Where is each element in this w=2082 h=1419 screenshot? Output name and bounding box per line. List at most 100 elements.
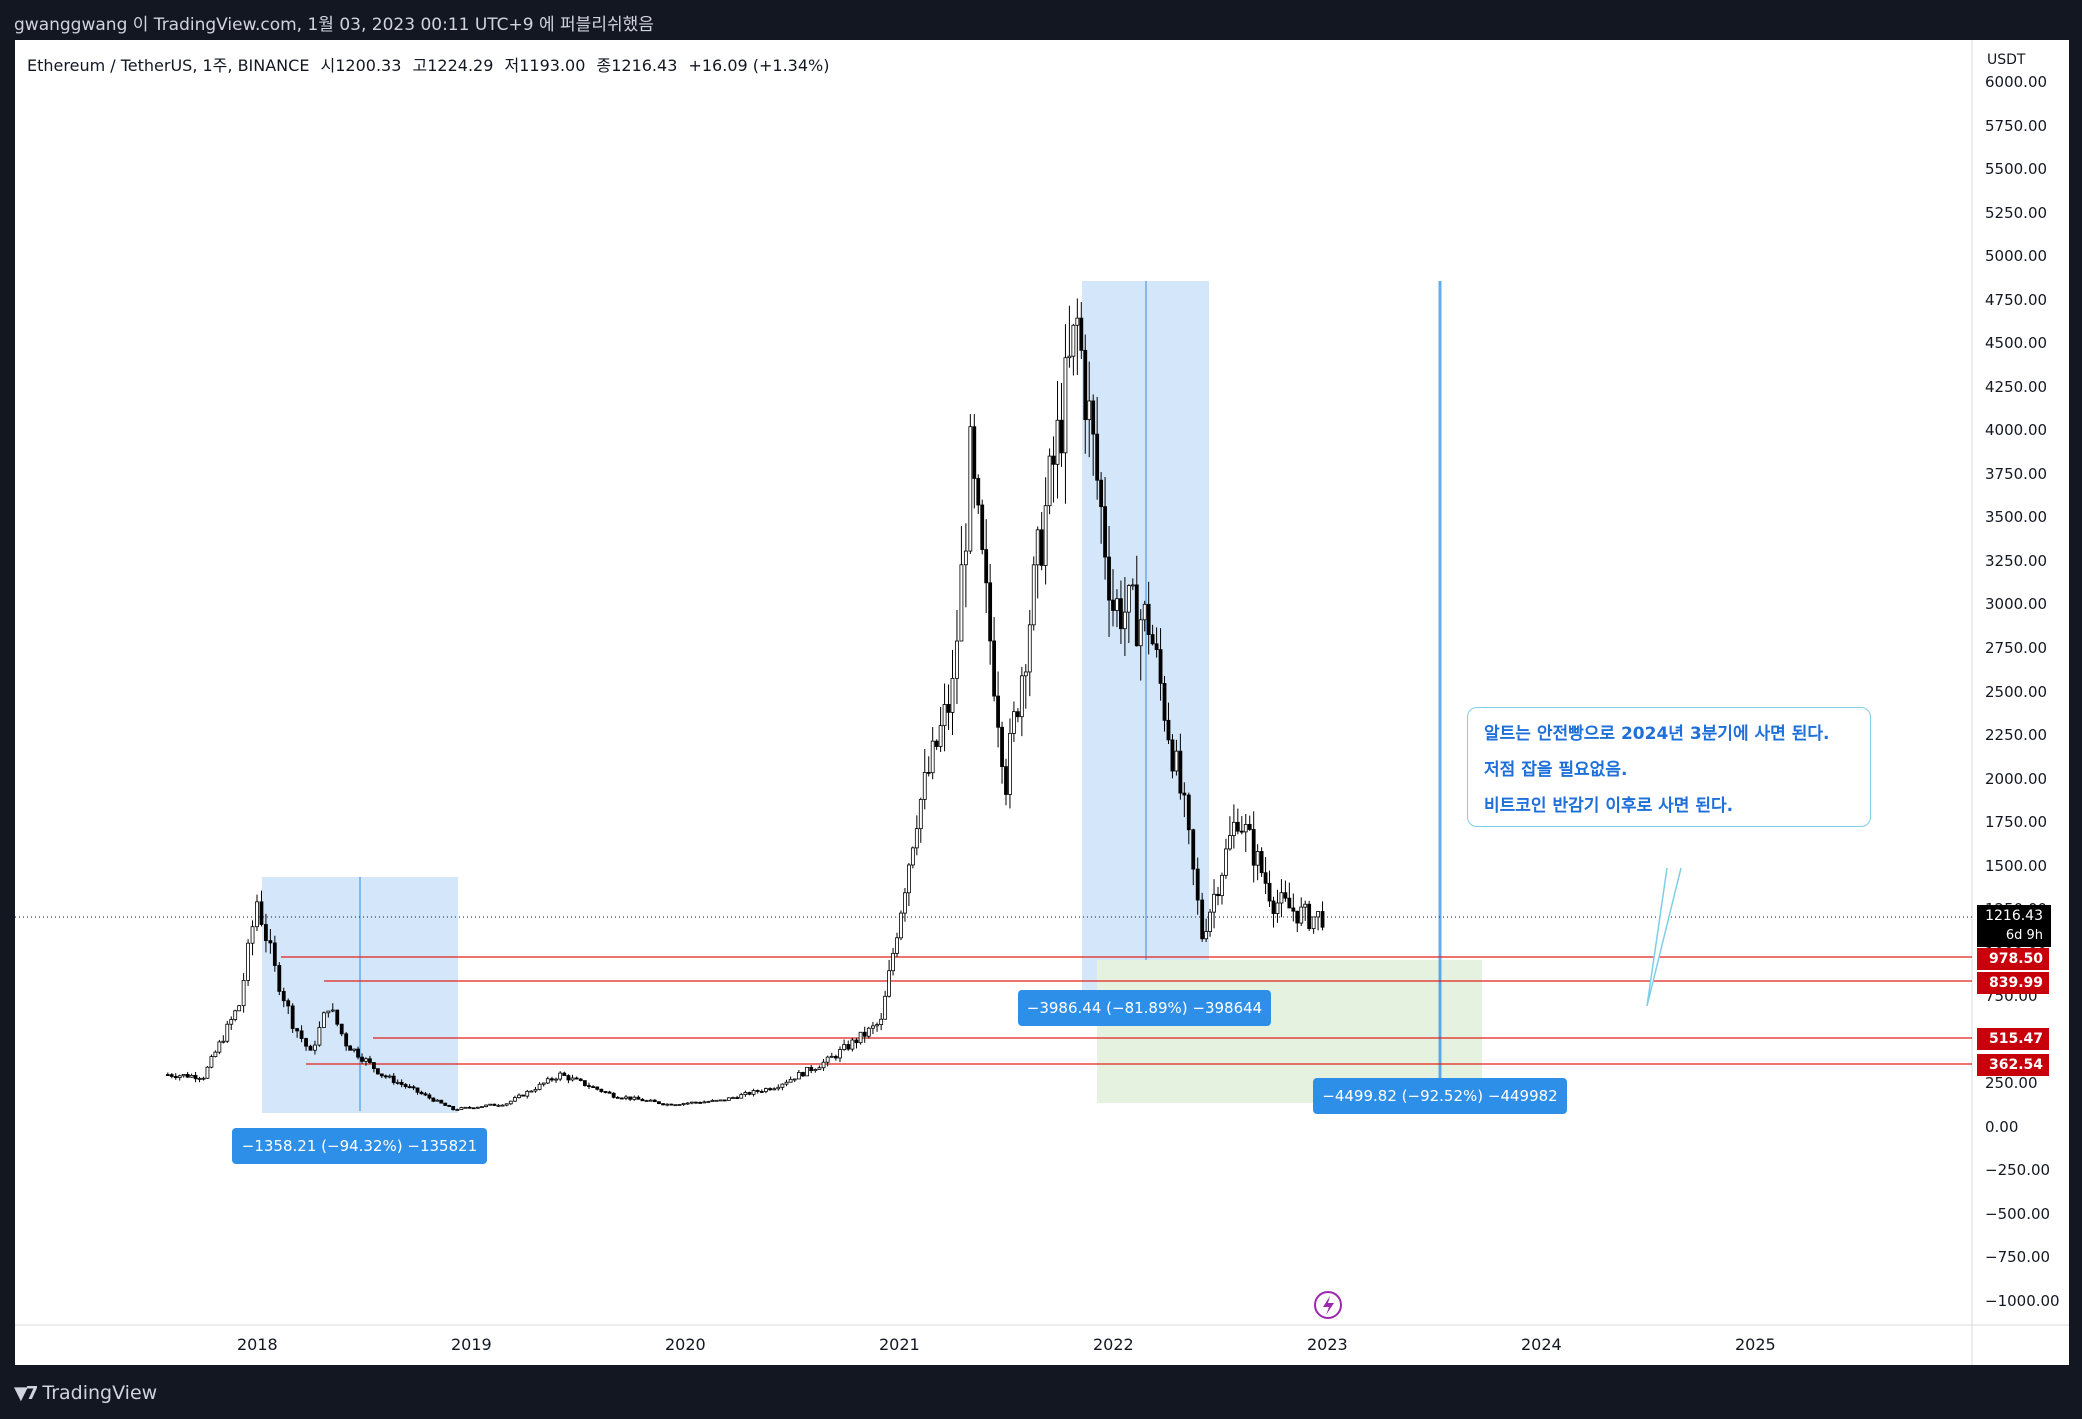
price-tick: 3250.00 — [1985, 551, 2048, 570]
candle-body — [360, 1056, 364, 1062]
candle-body — [710, 1100, 715, 1102]
measure-label-projection[interactable]: −4499.82 (−92.52%) −449982 — [1313, 1078, 1567, 1114]
candle-body — [1158, 649, 1163, 684]
candle-body — [313, 1044, 317, 1051]
candle-body — [1200, 899, 1205, 940]
symbol-title[interactable]: Ethereum / TetherUS, 1주, BINANCE — [27, 56, 310, 75]
tradingview-logo[interactable]: ▼7 TradingView — [14, 1380, 157, 1406]
candle-body — [484, 1104, 488, 1107]
candle-body — [665, 1103, 670, 1106]
candle-body — [858, 1031, 863, 1044]
candle-body — [1231, 821, 1236, 836]
candle-body — [801, 1072, 805, 1077]
candle-body — [996, 695, 1000, 728]
candle-body — [241, 979, 246, 1007]
lightning-bolt — [1323, 1296, 1334, 1315]
candle-body — [706, 1101, 711, 1103]
candle-body — [930, 740, 935, 774]
candle-body — [607, 1091, 612, 1094]
candle-body — [250, 926, 255, 944]
candle-body — [181, 1074, 186, 1077]
candle-body — [1271, 900, 1276, 914]
candle-body — [883, 995, 888, 1020]
candle-body — [1154, 643, 1159, 651]
candle-body — [268, 940, 273, 944]
candle-body — [1263, 872, 1268, 884]
candle-body — [411, 1086, 416, 1089]
candle-body — [829, 1055, 834, 1058]
candle-body — [636, 1096, 641, 1100]
candle-body — [959, 564, 964, 642]
candle-body — [348, 1045, 353, 1051]
candle-body — [1063, 357, 1068, 454]
candle-body — [1043, 505, 1048, 566]
candle-body — [891, 952, 895, 972]
level-tag-839: 839.99 — [1977, 972, 2049, 994]
candle-body — [443, 1102, 448, 1106]
candle-body — [1267, 882, 1272, 902]
candle-body — [447, 1105, 452, 1107]
candle-body — [277, 965, 282, 992]
price-tick: −1000.00 — [1985, 1292, 2060, 1310]
candle-body — [537, 1083, 542, 1090]
symbol-legend[interactable]: Ethereum / TetherUS, 1주, BINANCE 시1200.3… — [27, 52, 835, 76]
measure-label-2022[interactable]: −3986.44 (−81.89%) −398644 — [1018, 990, 1271, 1026]
lightning-icon[interactable] — [1314, 1291, 1342, 1319]
time-tick: 2023 — [1307, 1335, 1348, 1354]
candle-body — [1071, 324, 1076, 357]
candle-body — [619, 1097, 624, 1100]
candle-body — [233, 1010, 238, 1020]
candle-body — [1047, 455, 1052, 507]
candle-body — [862, 1031, 867, 1037]
candle-body — [689, 1101, 694, 1104]
candle-body — [1111, 599, 1115, 611]
candle-body — [1299, 906, 1304, 924]
candle-body — [1170, 739, 1175, 772]
time-tick: 2020 — [665, 1335, 706, 1354]
candle-body — [492, 1103, 497, 1106]
candle-body — [624, 1096, 628, 1099]
candle-body — [356, 1048, 360, 1058]
candle-body — [972, 426, 977, 479]
candle-body — [759, 1091, 764, 1093]
candle-body — [1134, 584, 1139, 647]
price-tick: 3000.00 — [1985, 595, 2048, 614]
candle-body — [988, 582, 993, 642]
price-tick: 2500.00 — [1985, 682, 2048, 701]
candle-body — [225, 1023, 230, 1042]
price-tick: 4500.00 — [1985, 334, 2048, 353]
candle-body — [743, 1092, 748, 1096]
candle-body — [1208, 911, 1212, 932]
candle-body — [1316, 911, 1320, 918]
candle-body — [339, 1023, 344, 1035]
price-tick: 5250.00 — [1985, 203, 2048, 222]
candle-body — [570, 1077, 575, 1081]
ohlc-high: 고1224.29 — [412, 56, 494, 75]
candle-body — [850, 1039, 855, 1050]
candle-body — [918, 799, 923, 830]
price-tick: 1500.00 — [1985, 856, 2048, 875]
candle-body — [451, 1106, 456, 1111]
candle-body — [395, 1081, 400, 1084]
candle-body — [246, 942, 250, 981]
candle-body — [455, 1109, 460, 1111]
candle-body — [595, 1086, 600, 1090]
candle-body — [1182, 792, 1187, 796]
candle-body — [825, 1056, 830, 1063]
candle-body — [1275, 902, 1280, 914]
chart-canvas[interactable] — [15, 40, 2069, 1365]
note-line-1: 알트는 안전빵으로 2024년 3분기에 사면 된다. — [1484, 724, 1830, 744]
candle-body — [1195, 868, 1200, 901]
callout-note[interactable]: 알트는 안전빵으로 2024년 3분기에 사면 된다. 저점 잡을 필요없음. … — [1467, 707, 1871, 827]
time-tick: 2018 — [237, 1335, 278, 1354]
top-bar: gwanggwang 이 TradingView.com, 1월 03, 202… — [0, 0, 2082, 40]
candle-body — [640, 1098, 645, 1102]
candle-body — [731, 1097, 735, 1099]
candle-body — [739, 1094, 744, 1099]
candle-body — [344, 1033, 349, 1047]
measure-label-2018[interactable]: −1358.21 (−94.32%) −135821 — [232, 1128, 487, 1164]
candle-body — [963, 550, 968, 566]
candle-body — [533, 1089, 538, 1092]
candle-body — [934, 740, 939, 747]
candle-body — [423, 1093, 428, 1096]
